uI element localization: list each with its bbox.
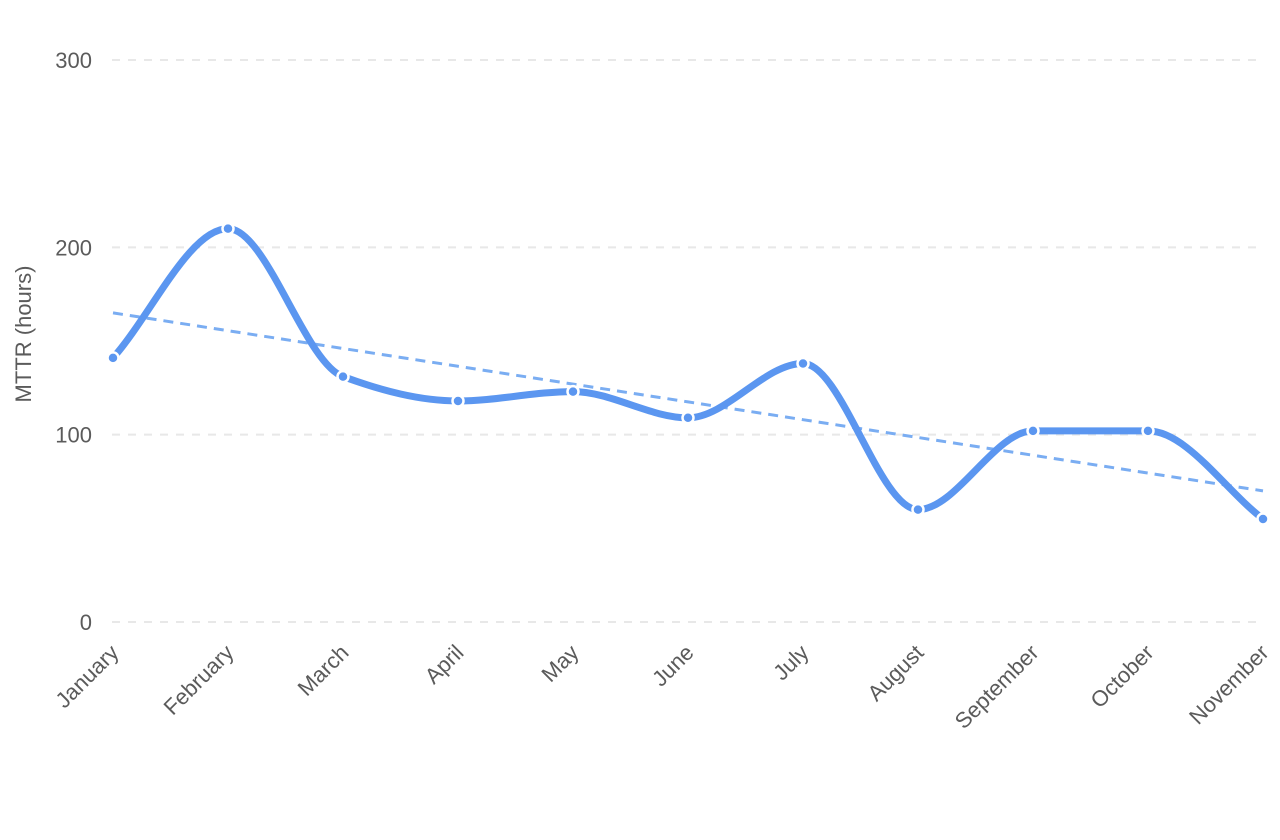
data-point-marker[interactable] [566, 384, 580, 399]
data-point-marker[interactable] [336, 369, 350, 384]
x-tick-label: September [950, 640, 1044, 734]
data-point-marker[interactable] [796, 356, 810, 371]
data-point-marker[interactable] [1141, 424, 1155, 438]
x-tick-label: January [51, 640, 124, 713]
data-point-marker[interactable] [1026, 424, 1040, 438]
y-tick-label: 0 [80, 610, 92, 635]
grid-layer [112, 59, 1263, 623]
mttr-series-line [109, 225, 1267, 523]
series-layer [109, 225, 1267, 523]
data-point-marker[interactable] [221, 221, 235, 236]
data-point-marker[interactable] [106, 351, 120, 365]
x-tick-label: October [1086, 640, 1159, 713]
x-axis-ticks: January February March April May June July Augu… [51, 640, 1274, 734]
x-tick-label: March [293, 640, 354, 701]
x-tick-label: November [1184, 640, 1273, 729]
x-tick-label: July [768, 640, 813, 685]
x-tick-label: February [159, 640, 239, 720]
data-point-marker[interactable] [911, 502, 925, 517]
y-axis-title: MTTR (hours) [11, 266, 36, 403]
y-tick-label: 300 [55, 48, 92, 73]
trend-line [112, 311, 1264, 493]
y-tick-label: 200 [55, 235, 92, 260]
x-tick-label: May [536, 640, 583, 687]
marker-layer [106, 221, 1270, 526]
data-point-marker[interactable] [681, 411, 695, 425]
data-point-marker[interactable] [1256, 512, 1270, 526]
y-tick-label: 100 [55, 423, 92, 448]
x-tick-label: August [862, 640, 928, 706]
x-tick-label: April [420, 640, 469, 689]
x-tick-label: June [647, 640, 698, 691]
data-point-marker[interactable] [451, 394, 465, 408]
y-axis-ticks: 0 100 200 300 [55, 48, 92, 635]
